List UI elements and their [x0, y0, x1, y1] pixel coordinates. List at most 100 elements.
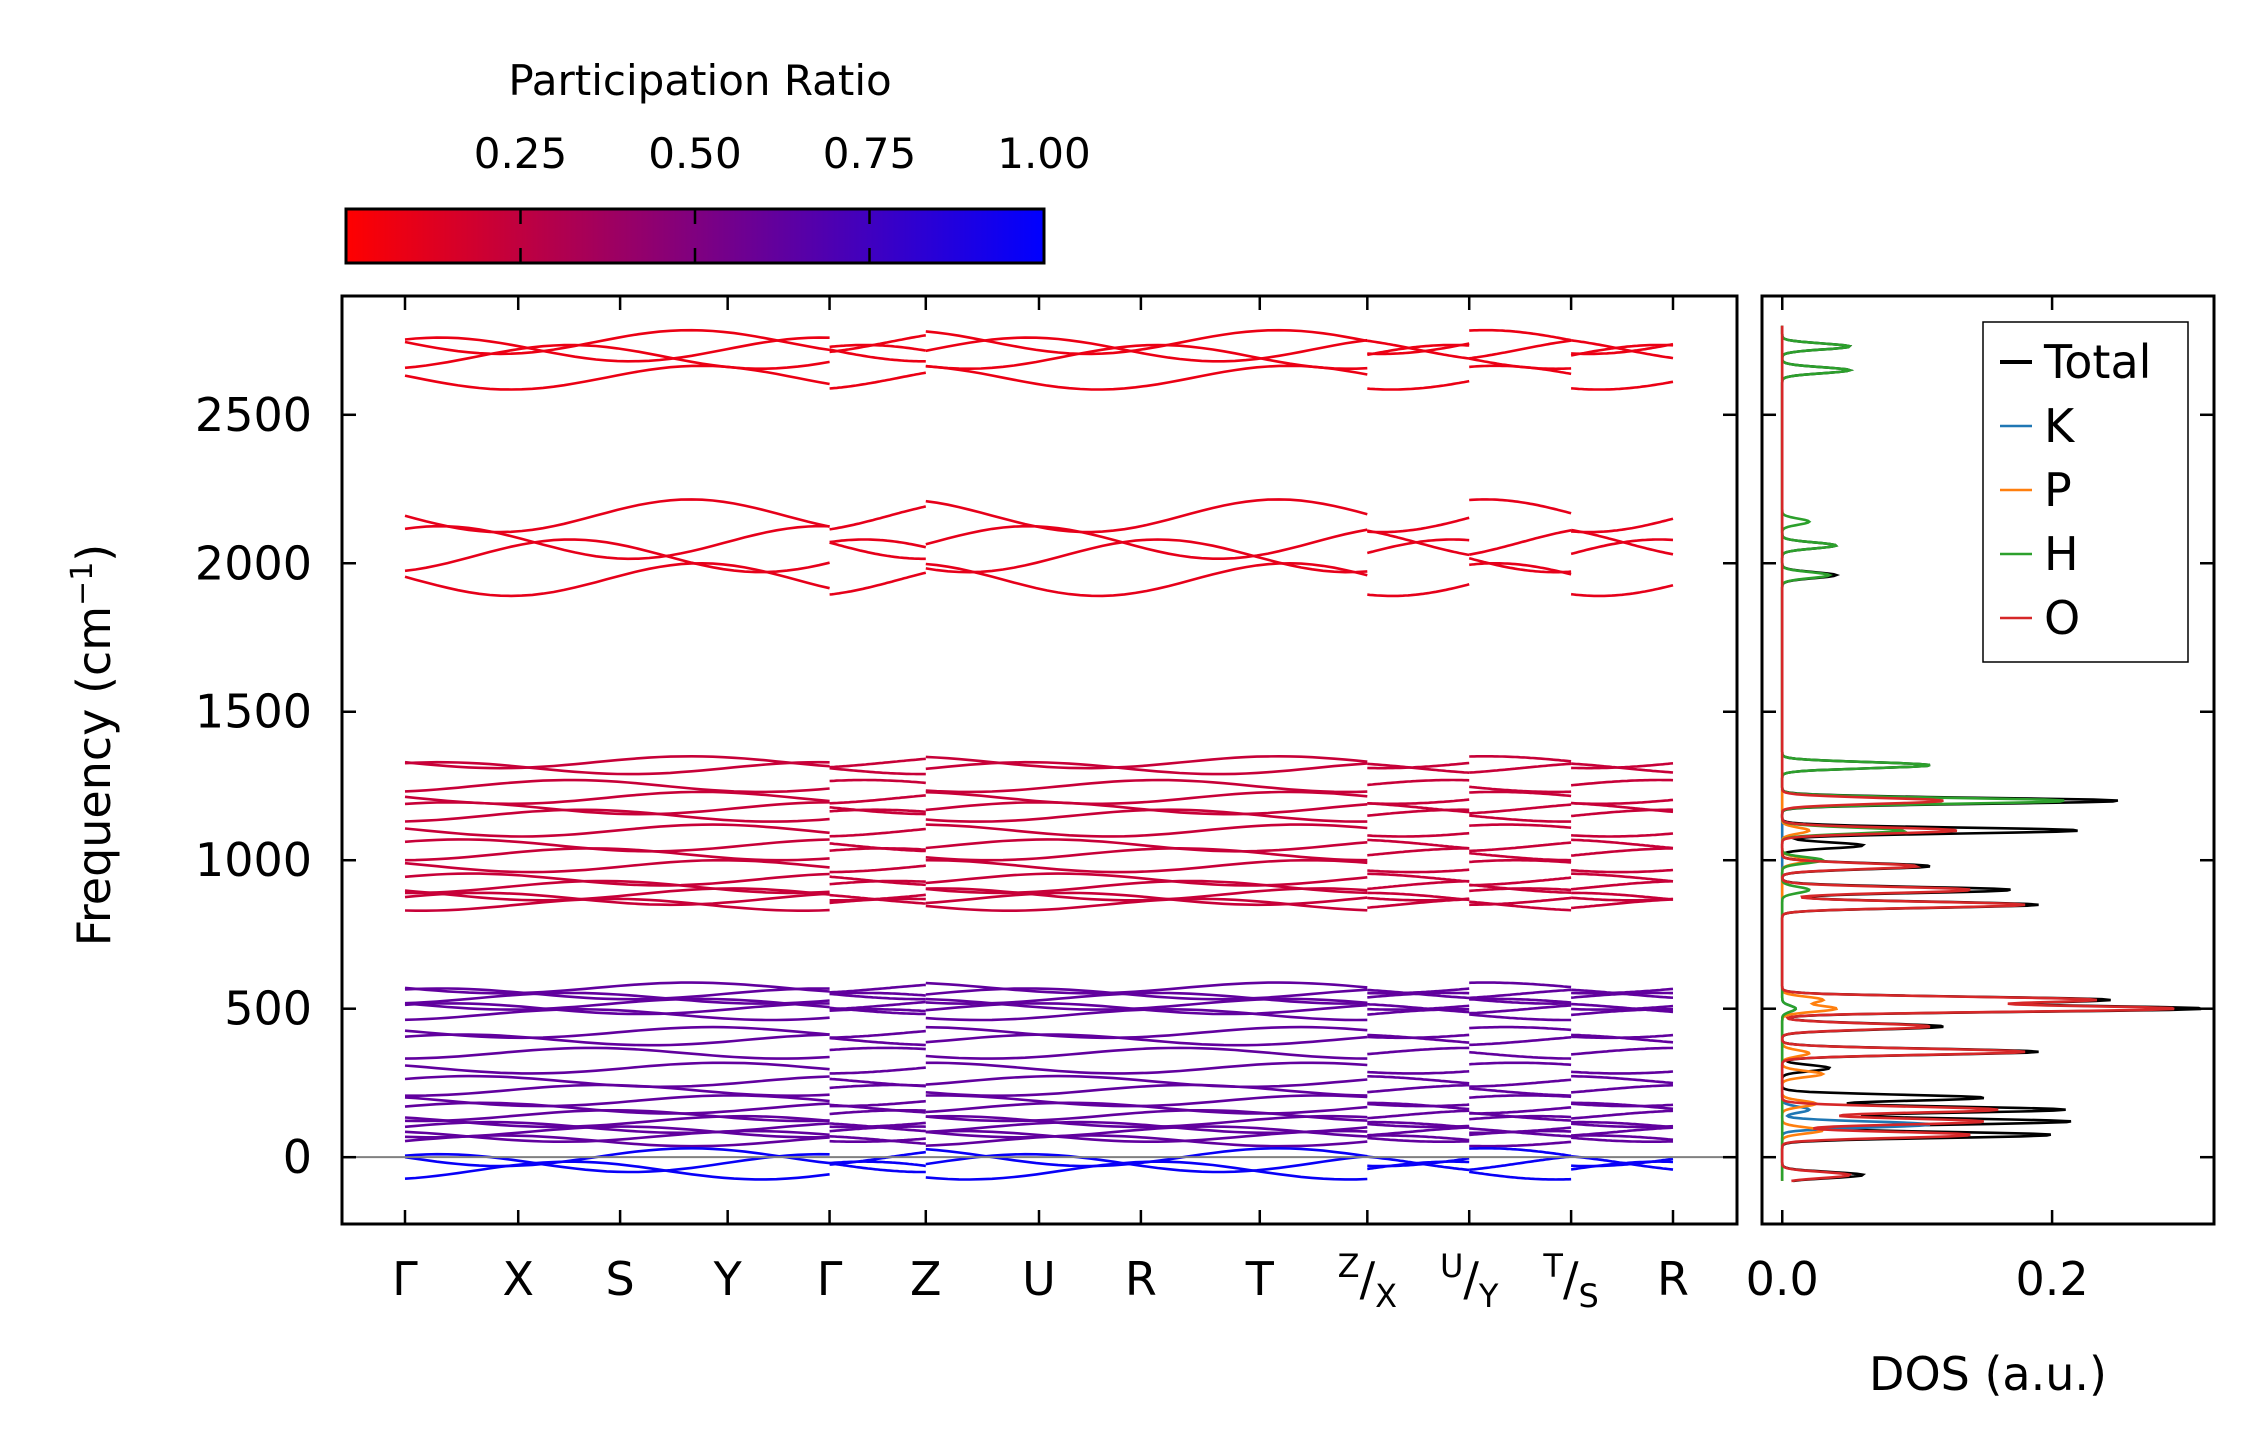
band-line: [1571, 1046, 1674, 1056]
band-line: [1571, 872, 1674, 883]
band-line: [925, 1109, 1368, 1123]
band-line: [925, 838, 1368, 853]
band-line: [925, 1083, 1368, 1097]
kpath-label-main: /: [1463, 1252, 1479, 1306]
band-line: [1469, 1061, 1572, 1067]
y-label-close: ): [67, 544, 121, 562]
band-line: [829, 1046, 926, 1052]
colorbar-label: Participation Ratio: [508, 56, 891, 105]
band-line: [404, 1002, 830, 1016]
band-line: [1571, 1074, 1674, 1085]
band-line: [1571, 1070, 1674, 1075]
kpath-label-sub: Y: [1478, 1277, 1499, 1315]
band-line: [925, 1074, 1368, 1089]
band-line: [1367, 1136, 1470, 1143]
band-line: [1367, 583, 1470, 598]
band-line: [829, 757, 926, 769]
band-line: [925, 872, 1368, 887]
band-line: [404, 800, 830, 816]
band-line: [1469, 1106, 1572, 1115]
band-line: [1469, 498, 1572, 515]
band-line: [1571, 808, 1674, 818]
band-line: [1469, 1025, 1572, 1032]
band-line: [1571, 342, 1674, 356]
band-line: [1469, 1155, 1572, 1172]
band-line: [925, 897, 1368, 912]
band-line: [404, 1008, 830, 1022]
band-line: [1469, 1036, 1572, 1047]
band-line: [925, 336, 1368, 363]
band-line: [925, 1101, 1368, 1115]
band-line: [1367, 987, 1470, 995]
band-line: [1570, 339, 1674, 360]
band-line: [925, 328, 1368, 356]
band-line: [1469, 841, 1572, 853]
band-line: [404, 891, 830, 907]
band-line: [829, 1066, 926, 1075]
band-line: [925, 1025, 1368, 1040]
band-line: [1570, 778, 1674, 787]
band-line: [404, 887, 830, 902]
band-line: [925, 800, 1368, 816]
band-line: [1367, 379, 1470, 391]
band-line: [1571, 380, 1674, 391]
band-line: [404, 808, 830, 823]
band-line: [1367, 991, 1470, 999]
band-y-ticks: 0 500 1000 1500 2000 2500: [195, 388, 1737, 1184]
kpath-label-sub: X: [1375, 1277, 1397, 1315]
band-line: [1367, 879, 1470, 891]
band-line: [925, 790, 1368, 806]
band-line: [1367, 1120, 1470, 1129]
band-line: [404, 897, 830, 912]
band-line: [1367, 898, 1470, 909]
band-line: [829, 541, 926, 561]
band-line: [925, 1033, 1368, 1047]
band-line: [1469, 997, 1572, 1004]
band-line: [925, 364, 1368, 391]
band-line: [829, 808, 926, 813]
band-line: [404, 778, 830, 794]
band-line: [404, 538, 830, 574]
band-line: [404, 754, 830, 770]
band-line: [1571, 1134, 1674, 1141]
kpath-label: Z/X: [1338, 1247, 1397, 1315]
band-line: [1571, 1109, 1674, 1120]
band-line: [1571, 847, 1673, 857]
band-line: [404, 991, 830, 1005]
band-line: [1469, 785, 1572, 794]
band-line: [1367, 1083, 1470, 1094]
band-line: [829, 1008, 926, 1013]
band-line: [925, 498, 1368, 534]
band-line: [1571, 1083, 1674, 1094]
band-line: [404, 847, 830, 862]
band-line: [829, 371, 927, 390]
band-line: [829, 983, 926, 994]
band-line: [1469, 887, 1572, 893]
band-line: [1571, 1101, 1674, 1111]
band-line: [925, 778, 1368, 794]
band-line: [829, 879, 926, 886]
band-line: [1367, 1126, 1470, 1137]
band-line: [1469, 762, 1572, 774]
band-line: [925, 1125, 1368, 1139]
band-line: [829, 991, 926, 997]
kpath-label: U/Y: [1440, 1247, 1499, 1315]
y-tick-label: 0: [283, 1130, 312, 1184]
band-line: [1571, 1136, 1674, 1143]
y-tick-label: 1000: [195, 833, 312, 887]
band-line: [829, 348, 926, 363]
band-line: [1571, 517, 1674, 534]
band-line: [1367, 1002, 1470, 1014]
colorbar-tick-label: 0.25: [474, 129, 568, 178]
band-line: [1367, 1160, 1470, 1171]
band-line: [1571, 838, 1674, 850]
kpath-label: S: [606, 1252, 635, 1306]
band-line: [404, 561, 830, 598]
band-line: [1469, 876, 1572, 887]
band-line: [1367, 342, 1470, 356]
band-line: [1367, 891, 1470, 902]
band-line: [404, 343, 830, 370]
band-line: [1570, 583, 1674, 598]
